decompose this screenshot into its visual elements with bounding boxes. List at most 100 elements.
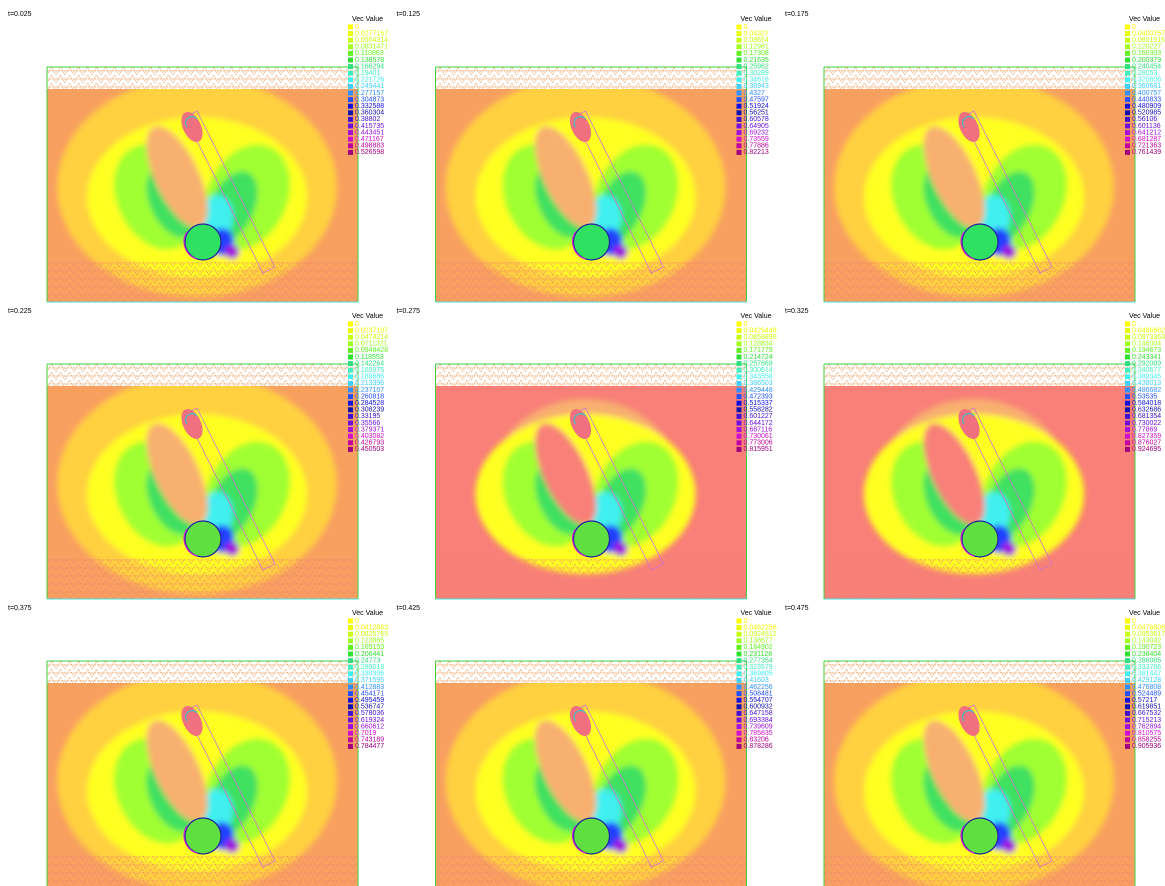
legend-swatch: [348, 64, 353, 69]
legend-swatch: [348, 104, 353, 109]
mesh-bottom: [824, 262, 1135, 302]
contour: [614, 542, 628, 556]
legend-swatch: [737, 91, 742, 96]
legend-title: Vec Value: [352, 313, 383, 320]
legend-swatch: [348, 44, 353, 49]
legend-swatch: [348, 374, 353, 379]
mesh-top: [436, 661, 747, 683]
legend-swatch: [737, 394, 742, 399]
panel: t=0.375Vec Value00.04128830.08257650.123…: [8, 605, 388, 886]
legend-swatch: [348, 355, 353, 360]
legend-swatch: [737, 447, 742, 452]
legend-swatch: [348, 394, 353, 399]
panel: t=0.175Vec Value00.04007570.08015150.120…: [785, 11, 1165, 302]
legend-swatch: [737, 638, 742, 643]
field-plot: [436, 661, 747, 886]
legend-swatch: [737, 632, 742, 637]
cylinder: [962, 818, 998, 854]
legend-swatch: [1125, 427, 1130, 432]
legend-swatch: [1125, 71, 1130, 76]
contour: [614, 839, 628, 853]
legend-swatch: [1125, 421, 1130, 426]
legend-swatch: [737, 124, 742, 129]
cylinder: [574, 224, 610, 260]
legend-swatch: [348, 348, 353, 353]
legend-swatch: [737, 388, 742, 393]
legend-swatch: [348, 97, 353, 102]
legend-swatch: [348, 388, 353, 393]
legend-title: Vec Value: [741, 610, 772, 617]
legend-swatch: [737, 434, 742, 439]
field-plot: [436, 67, 747, 302]
legend-swatch: [737, 31, 742, 36]
legend-swatch: [348, 25, 353, 30]
panel: t=0.475Vec Value00.04768080.09536170.143…: [785, 605, 1165, 886]
mesh-bottom: [47, 559, 358, 599]
legend-swatch: [348, 421, 353, 426]
legend-swatch: [348, 434, 353, 439]
legend-swatch: [348, 401, 353, 406]
legend-swatch: [737, 130, 742, 135]
legend-swatch: [348, 381, 353, 386]
legend-swatch: [348, 38, 353, 43]
legend-title: Vec Value: [1129, 16, 1160, 23]
panel: t=0.225Vec Value00.02371070.04742140.071…: [8, 308, 388, 599]
legend-swatch: [737, 711, 742, 716]
legend-swatch: [737, 619, 742, 624]
legend-swatch: [737, 625, 742, 630]
legend-swatch: [348, 737, 353, 742]
legend-swatch: [348, 124, 353, 129]
legend-value: 0.82213: [744, 149, 769, 156]
legend-swatch: [1125, 691, 1130, 696]
contour: [614, 245, 628, 259]
mesh-bottom: [436, 856, 747, 886]
legend-swatch: [737, 77, 742, 82]
legend-swatch: [1125, 744, 1130, 749]
field-contours: [834, 671, 1114, 886]
legend-swatch: [348, 671, 353, 676]
contour: [225, 839, 239, 853]
field-plot: [824, 364, 1135, 599]
legend-swatch: [348, 143, 353, 148]
contour: [225, 542, 239, 556]
legend-swatch: [1125, 698, 1130, 703]
legend-swatch: [1125, 704, 1130, 709]
cylinder: [962, 224, 998, 260]
cylinder: [185, 521, 221, 557]
legend-swatch: [737, 355, 742, 360]
field-plot: [824, 661, 1135, 886]
legend-title: Vec Value: [1129, 313, 1160, 320]
legend-swatch: [1125, 665, 1130, 670]
legend-swatch: [348, 110, 353, 115]
field-plot: [47, 364, 358, 599]
legend-swatch: [1125, 711, 1130, 716]
legend-swatch: [1125, 91, 1130, 96]
legend-swatch: [1125, 31, 1130, 36]
legend-swatch: [737, 51, 742, 56]
legend-title: Vec Value: [1129, 610, 1160, 617]
legend-swatch: [348, 665, 353, 670]
legend-swatch: [737, 64, 742, 69]
mesh-top: [47, 67, 358, 89]
legend-swatch: [1125, 638, 1130, 643]
legend-swatch: [737, 84, 742, 89]
legend-swatch: [737, 698, 742, 703]
legend-swatch: [348, 414, 353, 419]
panel: t=0.025Vec Value00.02771570.05543140.083…: [8, 11, 388, 302]
legend-swatch: [348, 652, 353, 657]
legend-value: 0.924695: [1132, 446, 1161, 453]
field-plot: [436, 364, 747, 599]
legend-swatch: [348, 322, 353, 327]
legend-swatch: [1125, 678, 1130, 683]
legend-swatch: [348, 137, 353, 142]
legend-swatch: [1125, 84, 1130, 89]
legend-swatch: [348, 658, 353, 663]
panel-time: t=0.325: [785, 308, 809, 315]
legend-swatch: [348, 117, 353, 122]
legend-value: 0.878286: [744, 743, 773, 750]
legend-swatch: [1125, 625, 1130, 630]
legend-swatch: [1125, 652, 1130, 657]
legend-swatch: [348, 711, 353, 716]
mesh-top: [824, 67, 1135, 89]
